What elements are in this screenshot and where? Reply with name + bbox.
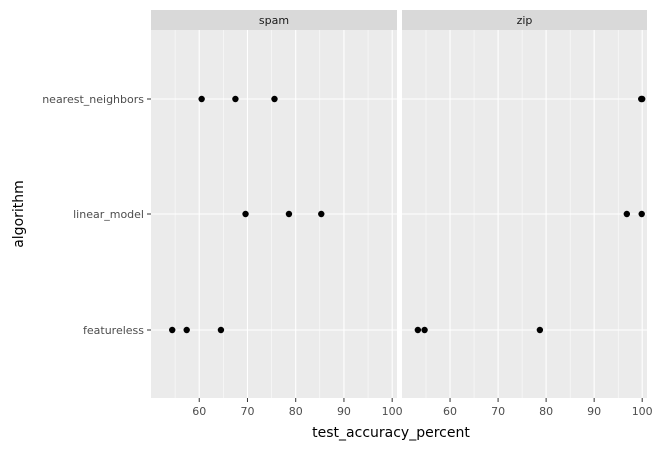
data-point (217, 326, 225, 334)
y-tick-label: nearest_neighbors (42, 93, 144, 106)
data-point (536, 326, 544, 334)
facet-strip-zip (402, 10, 647, 30)
x-axis: 60 70 80 90 100 60 70 80 90 100 (192, 398, 653, 418)
data-point (638, 95, 646, 103)
data-point (242, 210, 249, 218)
x-tick-label: 70 (240, 405, 254, 418)
x-tick-label: 90 (587, 405, 601, 418)
data-point (285, 210, 293, 218)
x-tick-label: 60 (443, 405, 457, 418)
data-point (414, 326, 422, 334)
x-tick-label: 60 (192, 405, 206, 418)
facet-panels: spam zip (151, 10, 647, 398)
data-point (183, 326, 190, 334)
data-point (232, 95, 239, 103)
x-tick-label: 100 (632, 405, 653, 418)
facet-strip-label: spam (259, 14, 289, 27)
data-point (318, 210, 325, 218)
y-tick-label: featureless (83, 324, 144, 337)
facet-zip: zip (402, 10, 647, 398)
x-tick-label: 80 (289, 405, 303, 418)
x-tick-label: 100 (382, 405, 403, 418)
y-tick-label: linear_model (73, 208, 144, 221)
data-point (638, 210, 645, 218)
y-axis: featureless linear_model nearest_neighbors (42, 93, 151, 337)
x-axis-title: test_accuracy_percent (312, 425, 470, 441)
y-axis-title: algorithm (11, 180, 27, 248)
x-tick-label: 80 (539, 405, 553, 418)
facet-strip-label: zip (517, 14, 533, 27)
data-point (169, 326, 176, 334)
facet-spam: spam (151, 10, 397, 398)
data-point (623, 210, 631, 218)
data-point (271, 95, 278, 103)
data-point (198, 95, 205, 103)
x-tick-label: 90 (337, 405, 351, 418)
data-point (421, 326, 428, 334)
facet-strip-spam (151, 10, 397, 30)
x-tick-label: 70 (491, 405, 505, 418)
